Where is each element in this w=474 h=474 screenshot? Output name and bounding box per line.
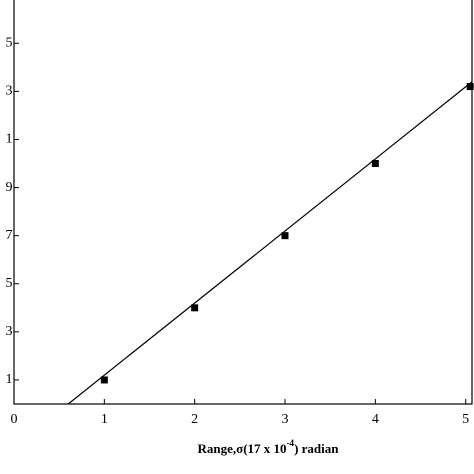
y-tick-label: 3	[6, 84, 13, 99]
fit-line	[67, 81, 473, 405]
x-tick-label: 3	[282, 412, 289, 427]
x-label-main: Range,σ(17 x 10	[198, 441, 287, 456]
y-tick-label: 1	[6, 132, 13, 147]
x-tick-label: 2	[191, 412, 198, 427]
x-tick-label: 1	[101, 412, 108, 427]
y-tick-label: 5	[6, 36, 13, 51]
point	[281, 232, 289, 240]
point	[100, 376, 108, 384]
x-label-sup: -4	[287, 438, 295, 448]
x-label-end: ) radian	[294, 441, 339, 456]
x-tick-label: 0	[11, 412, 18, 427]
plot-frame	[13, 0, 473, 405]
point	[191, 304, 199, 312]
y-tick-label: 1	[6, 372, 13, 387]
point	[371, 160, 379, 168]
x-tick-label: 5	[462, 412, 469, 427]
y-tick-label: 9	[6, 180, 13, 195]
point	[466, 83, 474, 91]
y-tick-label: 7	[6, 228, 13, 243]
x-tick-label: 4	[372, 412, 379, 427]
y-tick-label: 3	[6, 324, 13, 339]
x-axis-label: Range,σ(17 x 10-4) radian	[198, 438, 340, 456]
y-tick-label: 5	[6, 276, 13, 291]
